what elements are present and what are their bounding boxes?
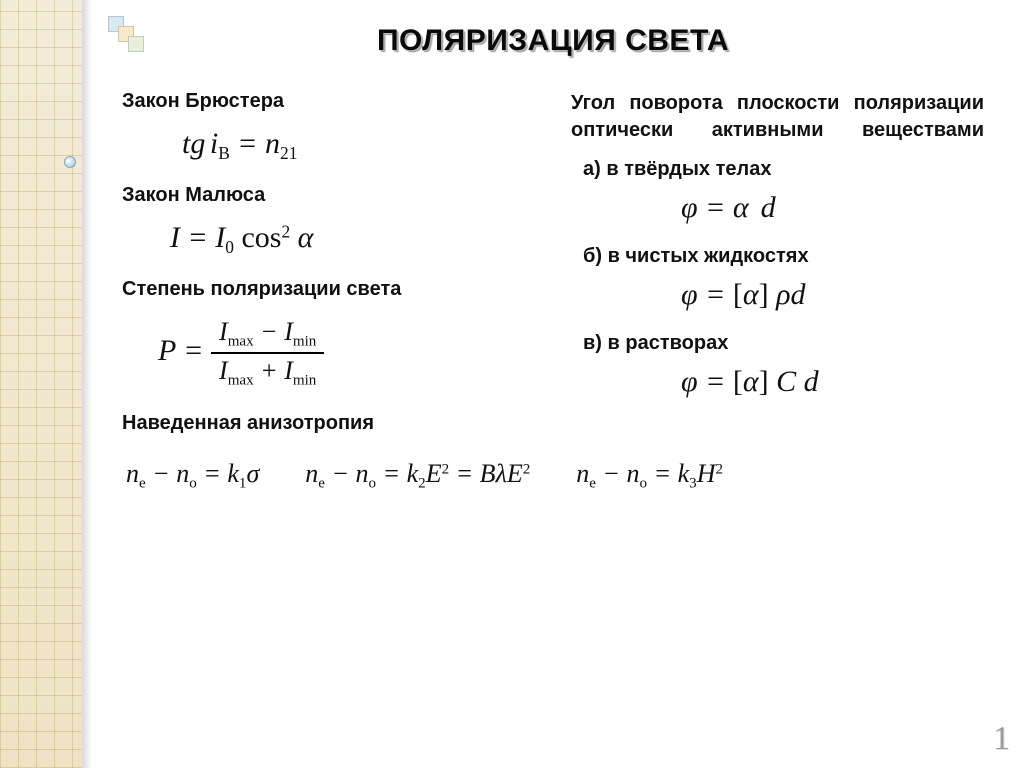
solids-label: а) в твёрдых телах: [583, 158, 984, 181]
anisotropy-formula-2: ne − no = k2E2 = BλE2: [305, 459, 530, 492]
slide-content: ПОЛЯРИЗАЦИЯ СВЕТА Закон Брюстера tgiB = …: [82, 0, 1024, 768]
rotation-heading: Угол поворота плоскости поляризации опти…: [571, 90, 984, 144]
brewster-formula: tgiB = n21: [182, 127, 515, 164]
brewster-heading: Закон Брюстера: [122, 90, 535, 113]
solutions-formula: φ = [α] C d: [681, 365, 964, 399]
sidebar-dot-icon: [64, 156, 76, 168]
two-column-layout: Закон Брюстера tgiB = n21 Закон Малюса I…: [122, 80, 984, 449]
degree-formula: P = Imax − IminImax + Imin: [158, 315, 515, 392]
malus-formula: I = I0 cos2 α: [170, 221, 515, 258]
liquids-label: б) в чистых жидкостях: [583, 245, 984, 268]
right-column: Угол поворота плоскости поляризации опти…: [571, 80, 984, 449]
liquids-formula: φ = [α] ρd: [681, 278, 964, 312]
anisotropy-formula-1: ne − no = k1σ: [126, 459, 259, 492]
decorative-sidebar: [0, 0, 82, 768]
degree-heading: Степень поляризации света: [122, 278, 535, 301]
anisotropy-heading: Наведенная анизотропия: [122, 412, 535, 435]
solutions-label: в) в растворах: [583, 332, 984, 355]
anisotropy-formula-row: ne − no = k1σ ne − no = k2E2 = BλE2 ne −…: [126, 459, 980, 492]
anisotropy-formula-3: ne − no = k3H2: [576, 459, 723, 492]
malus-heading: Закон Малюса: [122, 184, 535, 207]
slide-title: ПОЛЯРИЗАЦИЯ СВЕТА: [122, 24, 984, 58]
left-column: Закон Брюстера tgiB = n21 Закон Малюса I…: [122, 80, 535, 449]
page-number: 1: [993, 720, 1010, 758]
solids-formula: φ = α d: [681, 191, 964, 225]
